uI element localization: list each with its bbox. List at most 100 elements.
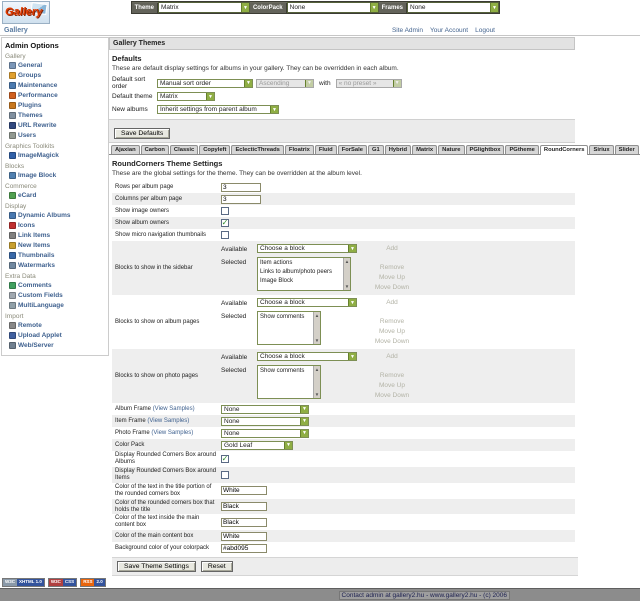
rounded-box-items-checkbox[interactable]: [221, 471, 229, 479]
tab-forsale[interactable]: ForSale: [338, 145, 367, 154]
colorpack-background-input[interactable]: [221, 544, 267, 553]
sidebar-item-web-server[interactable]: Web/Server: [9, 341, 108, 350]
default-sort-order-select[interactable]: Manual sort order ▼: [157, 79, 253, 88]
sidebar-item-groups[interactable]: Groups: [9, 71, 108, 80]
title-text-color-input[interactable]: [221, 486, 267, 495]
tab-ajaxian[interactable]: Ajaxian: [111, 145, 140, 154]
breadcrumb-gallery[interactable]: Gallery: [4, 27, 28, 34]
tab-matrix[interactable]: Matrix: [412, 145, 437, 154]
sidebar-item-url-rewrite[interactable]: URL Rewrite: [9, 121, 108, 130]
tab-pgtheme[interactable]: PGtheme: [505, 145, 538, 154]
gallery-logo[interactable]: Gallery: [2, 1, 50, 24]
show-micro-navigation-thumbnails-checkbox[interactable]: [221, 231, 229, 239]
sidebar-item-remote[interactable]: Remote: [9, 321, 108, 330]
blocks-album-pages-remove-button[interactable]: Remove: [363, 317, 421, 327]
sidebar-item-watermarks[interactable]: Watermarks: [9, 261, 108, 270]
rows-per-album-page-input[interactable]: [221, 183, 261, 192]
content-text-color-input[interactable]: [221, 518, 267, 527]
listbox-scrollbar[interactable]: ▲▼: [313, 312, 320, 344]
scroll-up-icon[interactable]: ▲: [345, 259, 349, 264]
blocks-album-pages-move-up-button[interactable]: Move Up: [363, 327, 421, 337]
listbox-scrollbar[interactable]: ▲▼: [313, 366, 320, 398]
photo-frame-view-samples-link[interactable]: (View Samples): [151, 430, 193, 436]
save-defaults-button[interactable]: Save Defaults: [114, 128, 170, 139]
photo-frame-select[interactable]: None▼: [221, 429, 309, 438]
sidebar-item-multilanguage[interactable]: MultiLanguage: [9, 301, 108, 310]
listbox-item[interactable]: Show comments: [260, 367, 311, 376]
listbox-item[interactable]: Item actions: [260, 259, 341, 268]
sidebar-item-new-items[interactable]: New Items: [9, 241, 108, 250]
blocks-album-pages-add-button[interactable]: Add: [363, 298, 421, 308]
sidebar-item-link-items[interactable]: Link Items: [9, 231, 108, 240]
listbox-item[interactable]: Image Block: [260, 277, 341, 286]
tab-eclecticthreads[interactable]: EclecticThreads: [231, 145, 283, 154]
sidebar-item-imagemagick[interactable]: ImageMagick: [9, 151, 108, 160]
tab-roundcorners[interactable]: RoundCorners: [540, 145, 589, 155]
blocks-photo-pages-choose-select[interactable]: Choose a block▼: [257, 352, 357, 361]
tab-siriux[interactable]: Siriux: [589, 145, 613, 154]
scroll-down-icon[interactable]: ▼: [345, 284, 349, 289]
listbox-item[interactable]: Links to album/photo peers: [260, 268, 341, 277]
sidebar-item-themes[interactable]: Themes: [9, 111, 108, 120]
tab-floatrix[interactable]: Floatrix: [285, 145, 314, 154]
scroll-down-icon[interactable]: ▼: [315, 392, 319, 397]
tab-classic[interactable]: Classic: [170, 145, 198, 154]
tab-carbon[interactable]: Carbon: [141, 145, 169, 154]
new-albums-select[interactable]: Inherit settings from parent album ▼: [157, 105, 279, 114]
album-frame-select[interactable]: None▼: [221, 405, 309, 414]
show-album-owners-checkbox[interactable]: ✓: [221, 219, 229, 227]
sidebar-item-users[interactable]: Users: [9, 131, 108, 140]
blocks-sidebar-move-up-button[interactable]: Move Up: [363, 273, 421, 283]
blocks-photo-pages-add-button[interactable]: Add: [363, 352, 421, 362]
theme-select[interactable]: Matrix▼: [158, 2, 250, 13]
album-frame-view-samples-link[interactable]: (View Samples): [153, 406, 195, 412]
blocks-sidebar-remove-button[interactable]: Remove: [363, 263, 421, 273]
sidebar-item-performance[interactable]: Performance: [9, 91, 108, 100]
colorpack-select[interactable]: None▼: [287, 2, 379, 13]
sidebar-item-plugins[interactable]: Plugins: [9, 101, 108, 110]
tab-slider[interactable]: Slider: [615, 145, 639, 154]
sidebar-item-general[interactable]: General: [9, 61, 108, 70]
tab-hybrid[interactable]: Hybrid: [385, 145, 411, 154]
item-frame-select[interactable]: None▼: [221, 417, 309, 426]
scroll-down-icon[interactable]: ▼: [315, 338, 319, 343]
tab-fluid[interactable]: Fluid: [315, 145, 337, 154]
user-link-logout[interactable]: Logout: [475, 27, 495, 34]
sidebar-item-image-block[interactable]: Image Block: [9, 171, 108, 180]
sidebar-item-thumbnails[interactable]: Thumbnails: [9, 251, 108, 260]
content-box-color-input[interactable]: [221, 532, 267, 541]
sidebar-item-ecard[interactable]: eCard: [9, 191, 108, 200]
user-link-your-account[interactable]: Your Account: [430, 27, 468, 34]
tab-nature[interactable]: Nature: [438, 145, 464, 154]
tab-copyleft[interactable]: Copyleft: [199, 145, 230, 154]
blocks-sidebar-move-down-button[interactable]: Move Down: [363, 283, 421, 293]
blocks-photo-pages-move-down-button[interactable]: Move Down: [363, 391, 421, 401]
sidebar-item-upload-applet[interactable]: Upload Applet: [9, 331, 108, 340]
frames-select[interactable]: None▼: [407, 2, 499, 13]
default-theme-select[interactable]: Matrix ▼: [157, 92, 215, 101]
rounded-box-albums-checkbox[interactable]: ✓: [221, 455, 229, 463]
item-frame-view-samples-link[interactable]: (View Samples): [147, 418, 189, 424]
sidebar-item-icons[interactable]: Icons: [9, 221, 108, 230]
tab-pglightbox[interactable]: PGlightbox: [466, 145, 505, 154]
blocks-photo-pages-remove-button[interactable]: Remove: [363, 371, 421, 381]
columns-per-album-page-input[interactable]: [221, 195, 261, 204]
scroll-up-icon[interactable]: ▲: [315, 313, 319, 318]
save-theme-settings-button[interactable]: Save Theme Settings: [117, 561, 196, 572]
color-pack-select[interactable]: Gold Leaf▼: [221, 441, 293, 450]
reset-button[interactable]: Reset: [201, 561, 233, 572]
sidebar-item-comments[interactable]: Comments: [9, 281, 108, 290]
blocks-sidebar-add-button[interactable]: Add: [363, 244, 421, 254]
show-image-owners-checkbox[interactable]: [221, 207, 229, 215]
blocks-photo-pages-move-up-button[interactable]: Move Up: [363, 381, 421, 391]
scroll-up-icon[interactable]: ▲: [315, 367, 319, 372]
tab-g1[interactable]: G1: [368, 145, 384, 154]
sidebar-item-dynamic-albums[interactable]: Dynamic Albums: [9, 211, 108, 220]
title-box-color-input[interactable]: [221, 502, 267, 511]
sidebar-item-maintenance[interactable]: Maintenance: [9, 81, 108, 90]
blocks-sidebar-choose-select[interactable]: Choose a block▼: [257, 244, 357, 253]
